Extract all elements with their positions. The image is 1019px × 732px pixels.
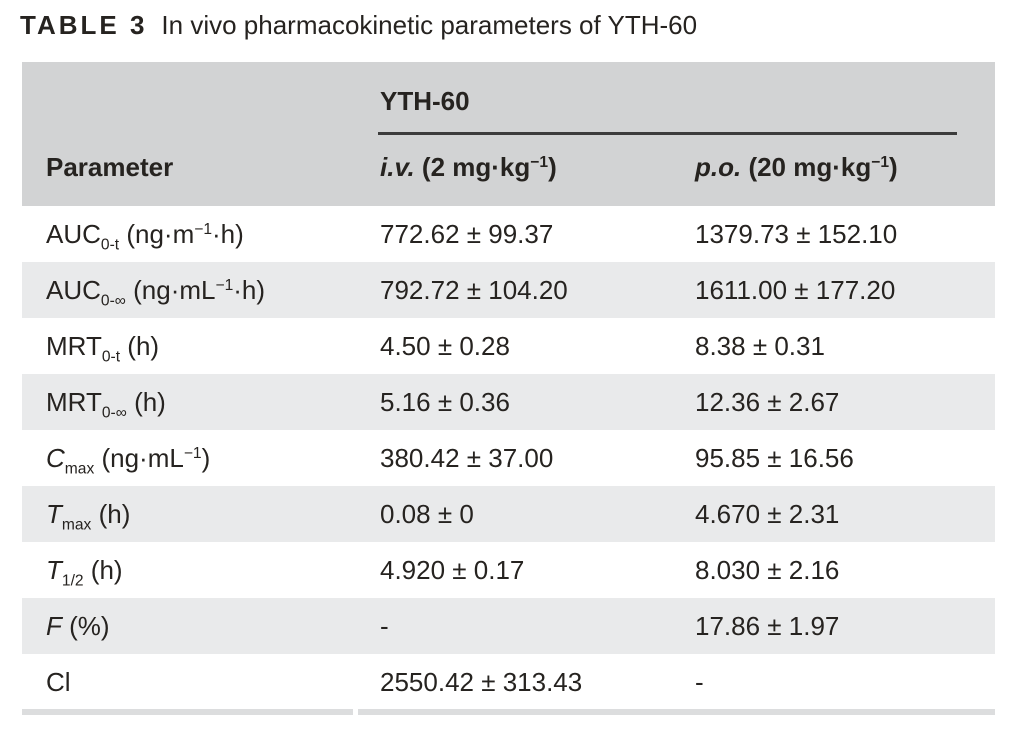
text-segment: Cl <box>46 667 71 697</box>
po-value-cell: 95.85 ± 16.56 <box>695 443 854 473</box>
parameter-cell: MRT0-∞ (h) <box>22 374 380 430</box>
table-body: AUC0-t (ng·m−1·h) 772.62 ± 99.37 1379.73 ±… <box>22 206 995 710</box>
group-header-rule <box>378 132 957 135</box>
parameter-cell: AUC0-t (ng·m−1·h) <box>22 206 380 262</box>
subscript: 0-∞ <box>100 292 126 310</box>
po-value-cell: 17.86 ± 1.97 <box>695 611 840 641</box>
parameter-cell: Cl <box>22 654 380 710</box>
bottom-border-right-segment <box>358 709 995 715</box>
subscript: max <box>64 460 95 478</box>
text-segment: (ng·mL <box>94 443 184 473</box>
text-segment: ) <box>201 443 211 473</box>
text-segment: (ng·mL <box>125 275 216 305</box>
text-segment: i.v. <box>380 152 415 182</box>
text-segment: ) <box>548 152 557 182</box>
parameter-cell: T1/2 (h) <box>22 542 380 598</box>
table-row-tmax: Tmax (h) 0.08 ± 0 4.670 ± 2.31 <box>22 486 995 542</box>
po-value-cell: 1611.00 ± 177.20 <box>695 275 896 305</box>
text-segment: (ng·m <box>119 219 195 249</box>
po-value-cell: 12.36 ± 2.67 <box>695 387 840 417</box>
parameter-cell: MRT0-t (h) <box>22 318 380 374</box>
superscript: −1 <box>194 220 213 238</box>
iv-value-cell: 4.50 ± 0.28 <box>380 331 510 361</box>
column-header-iv-dose: i.v. (2 mg·kg−1) <box>380 134 695 206</box>
parameter-cell: AUC0-∞ (ng·mL−1·h) <box>22 262 380 318</box>
group-header-yth60: YTH-60 <box>380 86 470 116</box>
table-bottom-border <box>22 709 995 715</box>
po-value-cell: 4.670 ± 2.31 <box>695 499 840 529</box>
text-segment: (h) <box>126 387 166 417</box>
iv-value-cell: 0.08 ± 0 <box>380 499 474 529</box>
table-row-f-percent: F (%) -17.86 ± 1.97 <box>22 598 995 654</box>
text-segment: T <box>46 555 62 585</box>
group-header-row: YTH-60 <box>22 62 995 135</box>
superscript: −1 <box>183 444 202 462</box>
subscript: max <box>61 516 92 534</box>
bottom-border-left-segment <box>22 709 353 715</box>
text-segment: C <box>46 443 65 473</box>
text-segment: (2 mg·kg <box>414 152 531 182</box>
table-row-cmax: Cmax (ng·mL−1) 380.42 ± 37.00 95.85 ± 16.5… <box>22 430 995 486</box>
table-row-mrt-0-inf: MRT0-∞ (h) 5.16 ± 0.36 12.36 ± 2.67 <box>22 374 995 430</box>
text-segment: F <box>46 611 62 641</box>
iv-value-cell: 5.16 ± 0.36 <box>380 387 510 417</box>
superscript: −1 <box>530 153 549 171</box>
text-segment: T <box>46 499 62 529</box>
column-header-po-dose: p.o. (20 mg·kg−1) <box>695 134 995 206</box>
superscript: −1 <box>215 276 234 294</box>
subscript: 0-∞ <box>101 404 127 422</box>
iv-value-cell: 792.72 ± 104.20 <box>380 275 568 305</box>
table-row-auc-0-t: AUC0-t (ng·m−1·h) 772.62 ± 99.37 1379.73 ±… <box>22 206 995 262</box>
column-header-row: Parameter i.v. (2 mg·kg−1) p.o. (20 mg·kg−… <box>22 134 995 206</box>
iv-value-cell: 4.920 ± 0.17 <box>380 555 525 585</box>
text-segment: (%) <box>61 611 110 641</box>
superscript: −1 <box>871 153 890 171</box>
iv-value-cell: 380.42 ± 37.00 <box>380 443 554 473</box>
text-segment: ·h) <box>212 219 244 249</box>
table-title: In vivo pharmacokinetic parameters of YT… <box>161 10 698 40</box>
iv-value-cell: 772.62 ± 99.37 <box>380 219 554 249</box>
po-value-cell: - <box>695 667 704 697</box>
text-segment: (20 mg·kg <box>741 152 872 182</box>
subscript: 1/2 <box>61 572 84 590</box>
text-segment: MRT <box>46 387 102 417</box>
text-segment: Parameter <box>46 152 174 182</box>
subscript: 0-t <box>101 348 121 366</box>
parameter-cell: F (%) <box>22 598 380 654</box>
parameter-cell: Cmax (ng·mL−1) <box>22 430 380 486</box>
table-header: YTH-60 Parameter i.v. (2 mg·kg−1) p.o. (20… <box>22 62 995 206</box>
po-value-cell: 1379.73 ± 152.10 <box>695 219 898 249</box>
text-segment: AUC <box>46 275 101 305</box>
text-segment: p.o. <box>695 152 742 182</box>
pharmacokinetics-table: YTH-60 Parameter i.v. (2 mg·kg−1) p.o. (20… <box>22 62 995 710</box>
text-segment: (h) <box>83 555 123 585</box>
text-segment: MRT <box>46 331 102 361</box>
text-segment: (h) <box>91 499 131 529</box>
table-row-mrt-0-t: MRT0-t (h) 4.50 ± 0.28 8.38 ± 0.31 <box>22 318 995 374</box>
iv-value-cell: - <box>380 611 389 641</box>
text-segment: AUC <box>46 219 101 249</box>
table-row-auc-0-inf: AUC0-∞ (ng·mL−1·h) 792.72 ± 104.20 1611.00… <box>22 262 995 318</box>
table-number: TABLE 3 <box>20 10 148 40</box>
table-row-cl: Cl 2550.42 ± 313.43 - <box>22 654 995 710</box>
text-segment: ·h) <box>233 275 266 305</box>
text-segment: ) <box>889 152 898 182</box>
iv-value-cell: 2550.42 ± 313.43 <box>380 667 583 697</box>
column-header-parameter: Parameter <box>22 134 380 206</box>
po-value-cell: 8.38 ± 0.31 <box>695 331 825 361</box>
parameter-cell: Tmax (h) <box>22 486 380 542</box>
text-segment: (h) <box>120 331 160 361</box>
table-row-t-half: T1/2 (h) 4.920 ± 0.17 8.030 ± 2.16 <box>22 542 995 598</box>
table-caption: TABLE 3 In vivo pharmacokinetic parameter… <box>20 10 697 41</box>
subscript: 0-t <box>100 236 120 254</box>
po-value-cell: 8.030 ± 2.16 <box>695 555 840 585</box>
